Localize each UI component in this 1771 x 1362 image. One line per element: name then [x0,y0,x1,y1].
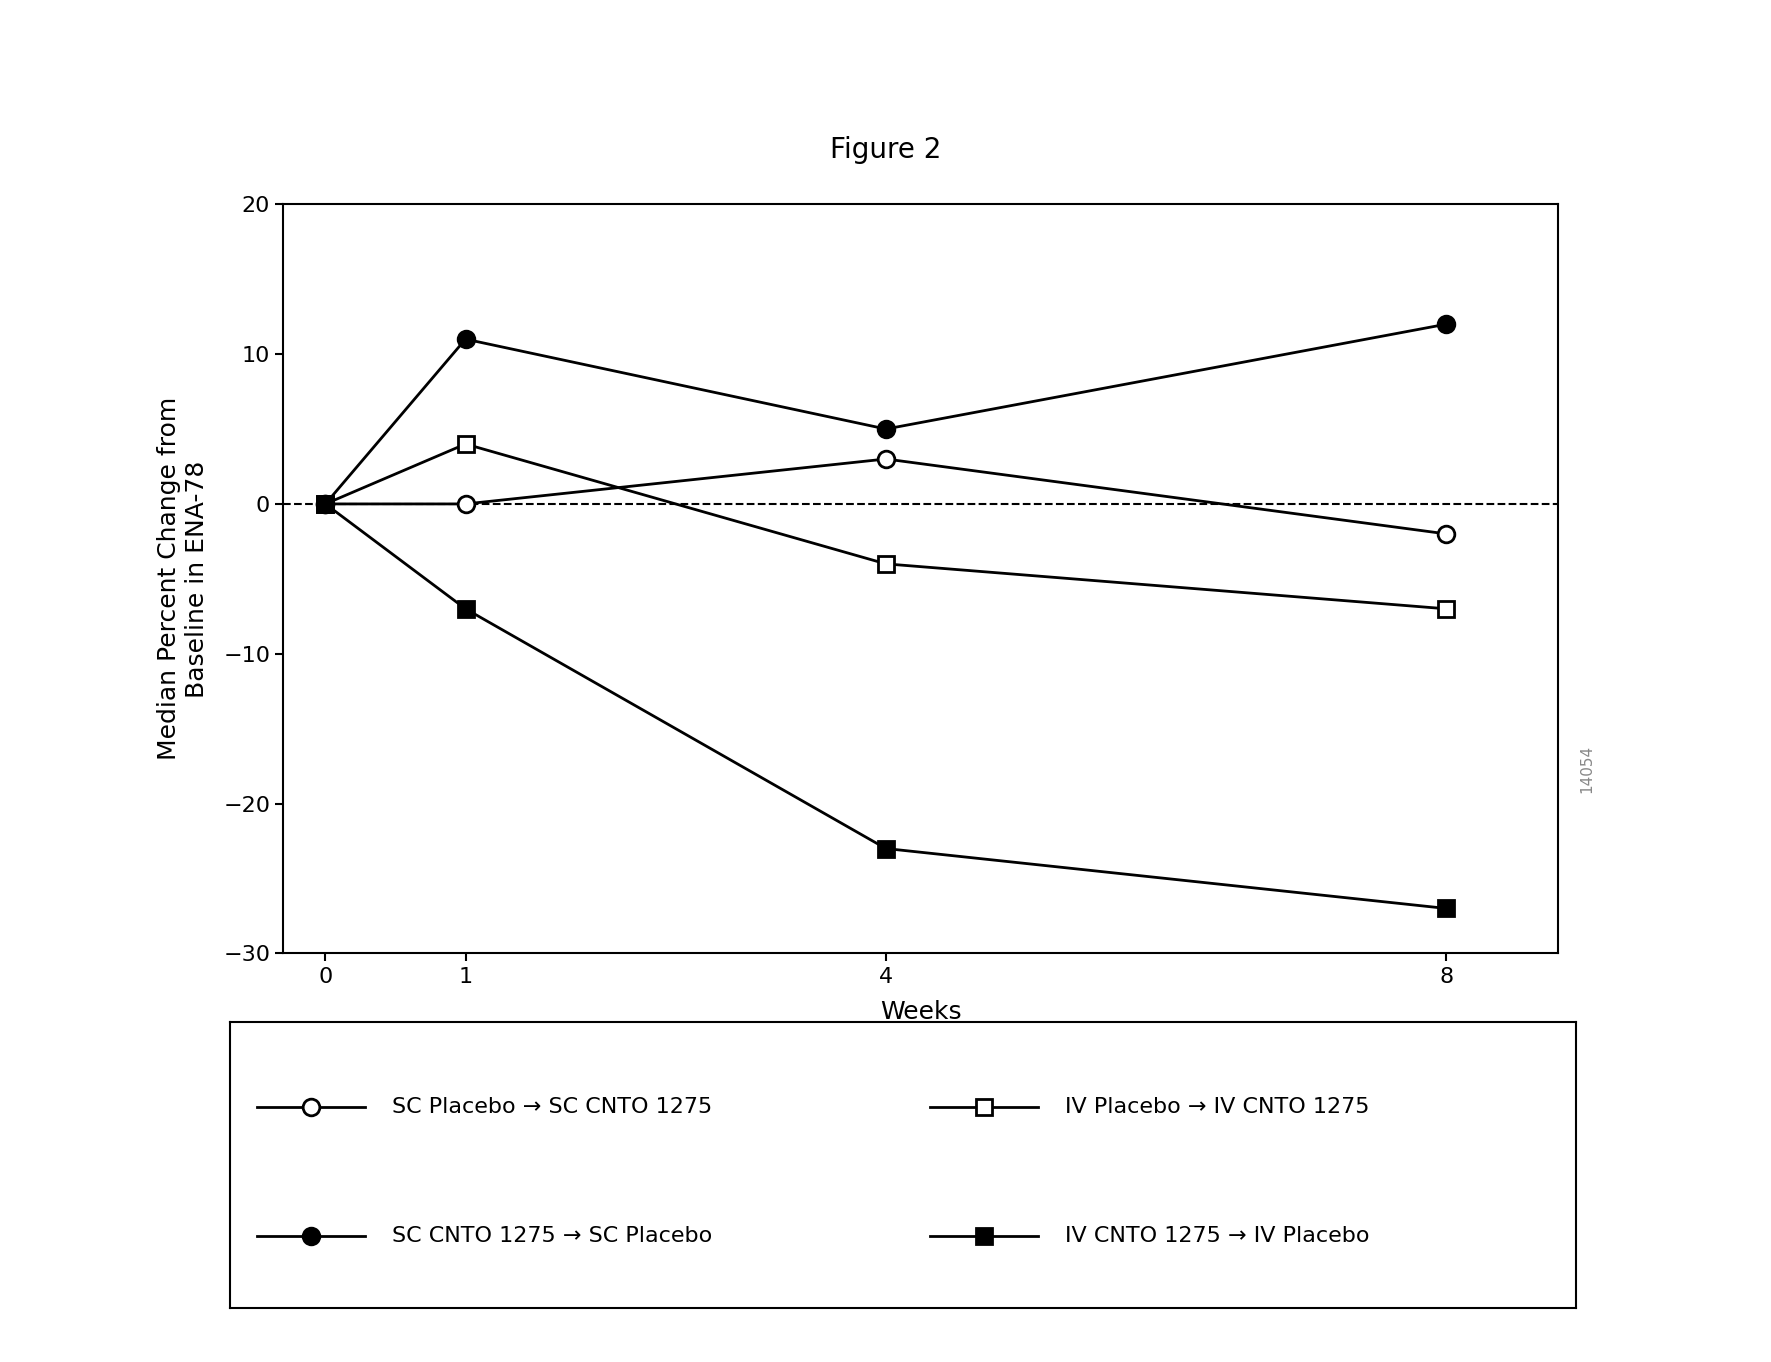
Text: SC CNTO 1275 → SC Placebo: SC CNTO 1275 → SC Placebo [391,1226,712,1246]
Text: SC Placebo → SC CNTO 1275: SC Placebo → SC CNTO 1275 [391,1098,712,1117]
Text: IV Placebo → IV CNTO 1275: IV Placebo → IV CNTO 1275 [1064,1098,1369,1117]
X-axis label: Weeks: Weeks [880,1001,962,1024]
Text: Figure 2: Figure 2 [831,136,940,163]
Text: IV CNTO 1275 → IV Placebo: IV CNTO 1275 → IV Placebo [1064,1226,1369,1246]
Y-axis label: Median Percent Change from
Baseline in ENA-78: Median Percent Change from Baseline in E… [158,398,209,760]
Text: 14054: 14054 [1580,745,1594,793]
